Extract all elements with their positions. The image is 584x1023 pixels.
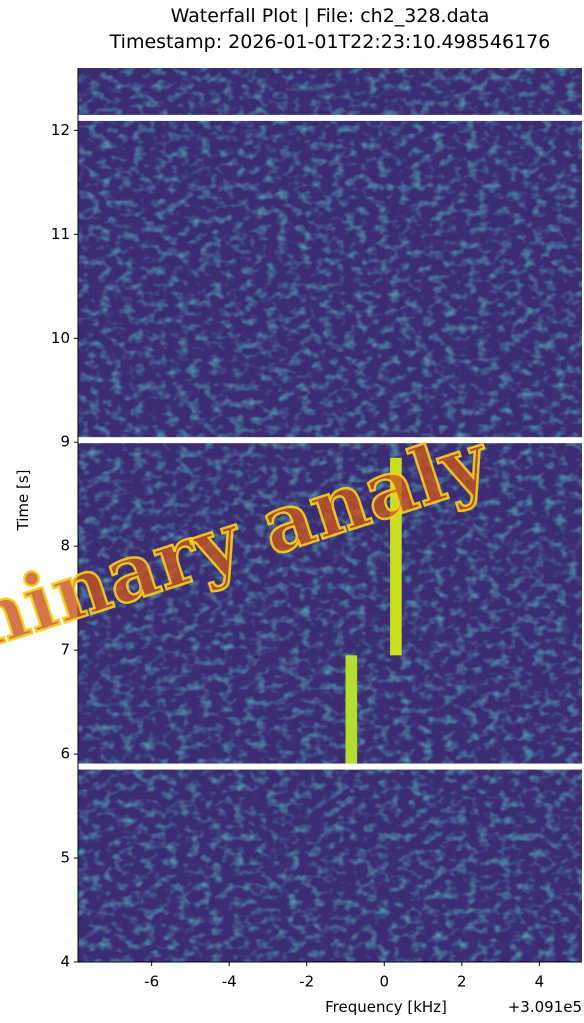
y-tick-label: 12 bbox=[51, 121, 70, 139]
y-tick-label: 11 bbox=[51, 225, 70, 243]
x-axis-label: Frequency [kHz] bbox=[325, 998, 447, 1016]
signal-track bbox=[345, 655, 358, 770]
y-tick-label: 9 bbox=[60, 433, 70, 451]
x-tick-label: -4 bbox=[222, 973, 237, 991]
heatmap-noise bbox=[78, 68, 582, 962]
x-tick-label: 2 bbox=[457, 973, 467, 991]
x-offset-label: +3.091e5 bbox=[508, 998, 582, 1016]
panel-break bbox=[78, 763, 584, 770]
panel-break bbox=[78, 114, 584, 121]
x-tick-label: 4 bbox=[535, 973, 545, 991]
signal-track bbox=[390, 457, 402, 656]
chart-subtitle: Timestamp: 2026-01-01T22:23:10.498546176 bbox=[109, 31, 551, 53]
y-tick-label: 5 bbox=[60, 849, 70, 867]
y-tick-label: 8 bbox=[60, 537, 70, 555]
chart-title: Waterfall Plot | File: ch2_328.data bbox=[171, 5, 490, 27]
y-tick-label: 6 bbox=[60, 745, 70, 763]
x-tick-label: -2 bbox=[299, 973, 314, 991]
x-tick-label: 0 bbox=[380, 973, 390, 991]
y-tick-label: 10 bbox=[51, 329, 70, 347]
y-tick-label: 4 bbox=[60, 953, 70, 971]
x-tick-label: -6 bbox=[144, 973, 159, 991]
y-tick-label: 7 bbox=[60, 641, 70, 659]
panel-break bbox=[78, 437, 584, 444]
y-axis-label: Time [s] bbox=[14, 470, 32, 532]
